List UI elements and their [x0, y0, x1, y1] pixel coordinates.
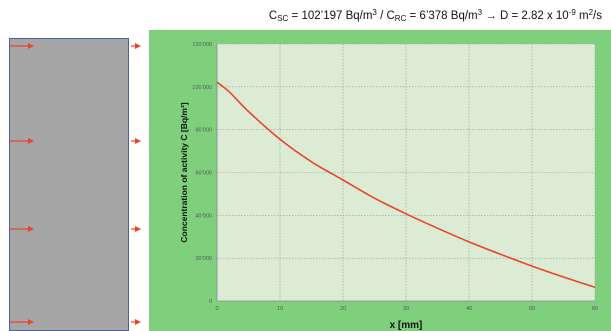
y-tick-label: 20’000 — [195, 256, 212, 262]
y-tick-label: 40’000 — [195, 213, 212, 219]
arrow-head-icon — [135, 138, 141, 144]
arrow-head-icon — [28, 319, 34, 325]
y-tick-label: 120’000 — [192, 42, 212, 48]
x-tick-label: 0 — [215, 306, 218, 312]
y-tick-label: 60’000 — [195, 171, 212, 177]
diffusion-arrows — [10, 43, 141, 325]
arrow-head-icon — [28, 226, 34, 232]
arrow-head-icon — [28, 138, 34, 144]
formula-header: CSC = 102’197 Bq/m3 / CRC = 6’378 Bq/m3 … — [268, 8, 602, 23]
y-axis-title: Concentration of activity C [Bq/m³] — [179, 102, 189, 242]
x-tick-label: 10 — [277, 306, 283, 312]
x-tick-label: 50 — [529, 306, 535, 312]
x-tick-label: 30 — [403, 306, 409, 312]
tick-labels: 0 10 20 30 40 50 60 0 20’000 40’000 60’000 80’000 10… — [192, 42, 598, 312]
x-axis-title: x [mm] — [390, 320, 423, 331]
series-line — [216, 81, 596, 289]
y-tick-label: 0 — [209, 299, 212, 305]
arrow-head-icon — [28, 43, 34, 49]
x-tick-label: 40 — [466, 306, 472, 312]
arrow-head-icon — [135, 226, 141, 232]
grid — [217, 43, 596, 301]
axes — [216, 44, 595, 302]
arrow-head-icon — [135, 43, 141, 49]
sample-slab — [9, 38, 129, 331]
y-tick-label: 100’000 — [192, 85, 212, 91]
y-tick-label: 80’000 — [195, 128, 212, 134]
x-tick-label: 20 — [340, 306, 346, 312]
arrow-head-icon — [135, 319, 141, 325]
x-tick-label: 60 — [592, 306, 598, 312]
